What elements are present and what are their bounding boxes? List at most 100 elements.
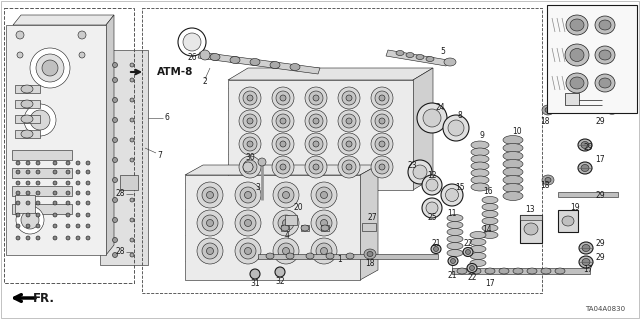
- Ellipse shape: [470, 265, 474, 271]
- Ellipse shape: [503, 144, 523, 152]
- Ellipse shape: [276, 160, 290, 174]
- Ellipse shape: [471, 176, 489, 184]
- Text: 29: 29: [590, 27, 600, 36]
- Bar: [4, 8, 134, 283]
- Text: 4: 4: [285, 231, 289, 240]
- Ellipse shape: [562, 216, 574, 226]
- Ellipse shape: [280, 164, 286, 170]
- Ellipse shape: [592, 105, 600, 109]
- Ellipse shape: [305, 156, 327, 178]
- Bar: [12, 186, 72, 196]
- Polygon shape: [386, 50, 448, 66]
- Ellipse shape: [406, 53, 414, 57]
- Ellipse shape: [86, 161, 90, 165]
- Ellipse shape: [499, 268, 509, 274]
- Ellipse shape: [26, 181, 30, 185]
- Ellipse shape: [447, 221, 463, 228]
- Ellipse shape: [247, 95, 253, 101]
- Ellipse shape: [230, 56, 240, 63]
- Bar: [281, 225, 289, 231]
- Ellipse shape: [346, 141, 352, 147]
- Bar: [15, 195, 35, 213]
- Ellipse shape: [413, 165, 427, 179]
- Ellipse shape: [443, 115, 469, 141]
- Bar: [185, 175, 360, 280]
- Ellipse shape: [76, 181, 80, 185]
- Text: 17: 17: [595, 155, 605, 165]
- Ellipse shape: [239, 156, 261, 178]
- Ellipse shape: [26, 170, 30, 174]
- Ellipse shape: [16, 206, 44, 234]
- Ellipse shape: [130, 63, 134, 67]
- Ellipse shape: [290, 63, 300, 70]
- Ellipse shape: [278, 215, 294, 231]
- Ellipse shape: [272, 87, 294, 109]
- Text: 11: 11: [447, 209, 457, 218]
- Ellipse shape: [286, 253, 294, 259]
- Ellipse shape: [433, 247, 438, 251]
- Ellipse shape: [423, 109, 441, 127]
- Ellipse shape: [541, 268, 551, 274]
- Ellipse shape: [545, 177, 551, 182]
- Bar: [258, 254, 438, 259]
- Ellipse shape: [53, 201, 57, 205]
- Ellipse shape: [276, 114, 290, 128]
- Ellipse shape: [243, 162, 253, 172]
- Ellipse shape: [580, 105, 588, 109]
- Ellipse shape: [408, 160, 432, 184]
- Ellipse shape: [26, 191, 30, 195]
- Ellipse shape: [311, 210, 337, 236]
- Text: 17: 17: [622, 11, 632, 19]
- Ellipse shape: [178, 28, 206, 56]
- Ellipse shape: [566, 15, 588, 35]
- Ellipse shape: [465, 249, 470, 255]
- Ellipse shape: [210, 54, 220, 61]
- Text: 10: 10: [512, 128, 522, 137]
- Polygon shape: [100, 50, 148, 265]
- Text: 24: 24: [435, 103, 445, 113]
- Ellipse shape: [239, 133, 261, 155]
- Text: 18: 18: [547, 27, 557, 36]
- Ellipse shape: [244, 191, 252, 198]
- Ellipse shape: [471, 141, 489, 149]
- Ellipse shape: [247, 164, 253, 170]
- Ellipse shape: [113, 238, 118, 242]
- Ellipse shape: [416, 55, 424, 60]
- Text: 29: 29: [595, 117, 605, 127]
- Ellipse shape: [346, 253, 354, 259]
- Ellipse shape: [503, 175, 523, 184]
- Ellipse shape: [30, 48, 70, 88]
- Ellipse shape: [426, 202, 438, 214]
- Ellipse shape: [305, 133, 327, 155]
- Ellipse shape: [375, 91, 389, 105]
- Ellipse shape: [16, 161, 20, 165]
- Bar: [15, 85, 40, 93]
- Ellipse shape: [342, 137, 356, 151]
- Ellipse shape: [375, 114, 389, 128]
- Ellipse shape: [21, 130, 33, 138]
- Ellipse shape: [17, 52, 23, 58]
- Ellipse shape: [451, 258, 456, 263]
- Ellipse shape: [316, 215, 332, 231]
- Ellipse shape: [426, 179, 438, 191]
- Ellipse shape: [53, 170, 57, 174]
- Text: 29: 29: [590, 54, 600, 63]
- Text: 5: 5: [440, 48, 445, 56]
- Ellipse shape: [53, 213, 57, 217]
- Ellipse shape: [527, 268, 537, 274]
- Ellipse shape: [202, 215, 218, 231]
- Ellipse shape: [66, 181, 70, 185]
- Text: 17: 17: [622, 65, 632, 75]
- Ellipse shape: [371, 133, 393, 155]
- Ellipse shape: [482, 225, 498, 232]
- Text: 19: 19: [570, 204, 580, 212]
- Ellipse shape: [447, 228, 463, 235]
- Ellipse shape: [565, 44, 589, 66]
- Bar: [301, 225, 309, 231]
- Ellipse shape: [542, 105, 554, 115]
- Ellipse shape: [524, 223, 538, 235]
- Text: 26: 26: [187, 54, 197, 63]
- Text: 28: 28: [115, 189, 125, 198]
- Text: ATM-8: ATM-8: [157, 67, 193, 77]
- Ellipse shape: [16, 201, 20, 205]
